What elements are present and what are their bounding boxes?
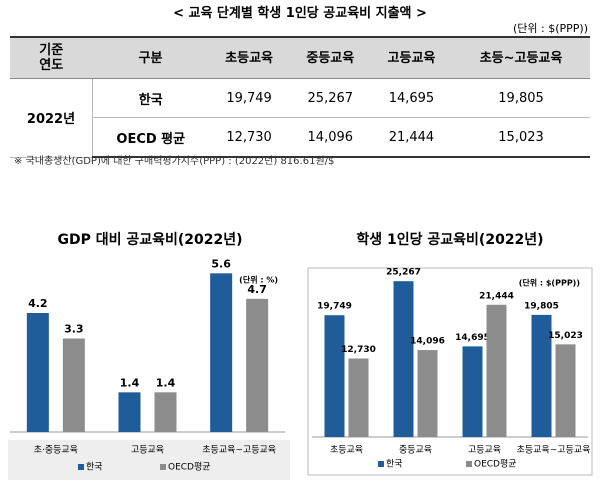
value-label: 14,096 — [410, 337, 445, 347]
unit-label: (단위 : %) — [239, 275, 278, 285]
legend-label: 한국 — [86, 462, 103, 473]
data-table: 기준 연도 구분 초등교육 중등교육 고등교육 초등~고등교육 2022년 한국 19,749 2… — [10, 36, 590, 158]
unit-label: (단위 : $(PPP)) — [519, 278, 580, 288]
value-cell: 14,096 — [289, 117, 371, 158]
legend-swatch — [378, 461, 384, 467]
table-row: OECD 평균 12,730 14,096 21,444 15,023 — [10, 117, 590, 158]
value-cell: 25,267 — [289, 78, 371, 118]
value-label: 25,267 — [386, 268, 421, 278]
bar — [62, 338, 85, 432]
value-label: 4.7 — [247, 283, 267, 296]
legend-label: OECD평균 — [168, 462, 211, 473]
header-cell: 초등~고등교육 — [452, 36, 590, 79]
x-tick-label: 초등교육~고등교육 — [202, 445, 276, 456]
bar — [246, 298, 269, 432]
value-cell: 21,444 — [370, 117, 453, 158]
header-cell: 고등교육 — [370, 36, 453, 79]
bar — [393, 281, 414, 437]
legend-swatch — [78, 464, 84, 470]
header-cell: 기준 연도 — [10, 36, 93, 79]
kind-cell: 한국 — [92, 78, 209, 118]
x-tick-label: 고등교육 — [131, 445, 164, 456]
value-cell: 19,749 — [208, 78, 290, 118]
bar — [462, 346, 483, 437]
kind-cell: OECD 평균 — [92, 117, 209, 158]
value-cell: 15,023 — [452, 117, 590, 158]
legend-swatch — [160, 464, 166, 470]
bar — [154, 392, 177, 432]
header-row: 기준 연도 구분 초등교육 중등교육 고등교육 초등~고등교육 — [10, 36, 590, 79]
value-label: 5.6 — [211, 257, 231, 270]
legend-swatch — [466, 461, 472, 467]
table-row: 2022년 한국 19,749 25,267 14,695 19,805 — [10, 78, 590, 158]
legend-label: OECD평균 — [474, 459, 517, 470]
chart-title: 학생 1인당 공교육비(2022년) — [356, 231, 543, 248]
header-cell: 초등교육 — [208, 36, 290, 79]
x-tick-label: 초·중등교육 — [34, 445, 78, 456]
bar — [486, 304, 507, 437]
bar — [118, 392, 141, 432]
bar — [531, 314, 552, 437]
value-cell: 12,730 — [208, 117, 290, 158]
bar — [26, 313, 49, 432]
note: ※ 국내총생산(GDP)에 대한 구매력평가지수(PPP) : (2022년) … — [14, 156, 335, 167]
x-tick-label: 초등교육 — [330, 445, 363, 456]
value-label: 4.2 — [28, 297, 48, 310]
value-label: 15,023 — [548, 331, 583, 341]
x-tick-label: 초등교육~고등교육 — [517, 445, 591, 456]
legend-label: 한국 — [386, 459, 403, 470]
bar — [324, 315, 345, 437]
page-title: < 교육 단계별 학생 1인당 공교육비 지출액 > — [173, 6, 427, 21]
legend-band — [8, 440, 290, 480]
value-label: 19,805 — [524, 301, 559, 311]
value-cell: 19,805 — [452, 78, 590, 118]
value-label: 1.4 — [120, 376, 140, 389]
header-cell: 구분 — [92, 36, 209, 79]
header-cell: 중등교육 — [289, 36, 371, 79]
bar — [348, 358, 369, 437]
value-label: 12,730 — [341, 345, 376, 355]
unit: (단위 : $(PPP)) — [512, 22, 588, 35]
chart-frame — [307, 267, 593, 476]
value-label: 19,749 — [317, 302, 352, 312]
x-tick-label: 고등교육 — [468, 445, 501, 456]
bar — [555, 344, 576, 437]
value-label: 21,444 — [479, 291, 514, 301]
bar — [210, 273, 233, 432]
year-cell: 2022년 — [10, 78, 93, 158]
bar — [417, 350, 438, 437]
value-label: 3.3 — [64, 323, 84, 336]
value-cell: 14,695 — [370, 78, 453, 118]
chart-title: GDP 대비 공교육비(2022년) — [57, 232, 242, 248]
x-tick-label: 중등교육 — [399, 445, 432, 456]
value-label: 1.4 — [156, 376, 176, 389]
value-label: 14,695 — [455, 333, 490, 343]
